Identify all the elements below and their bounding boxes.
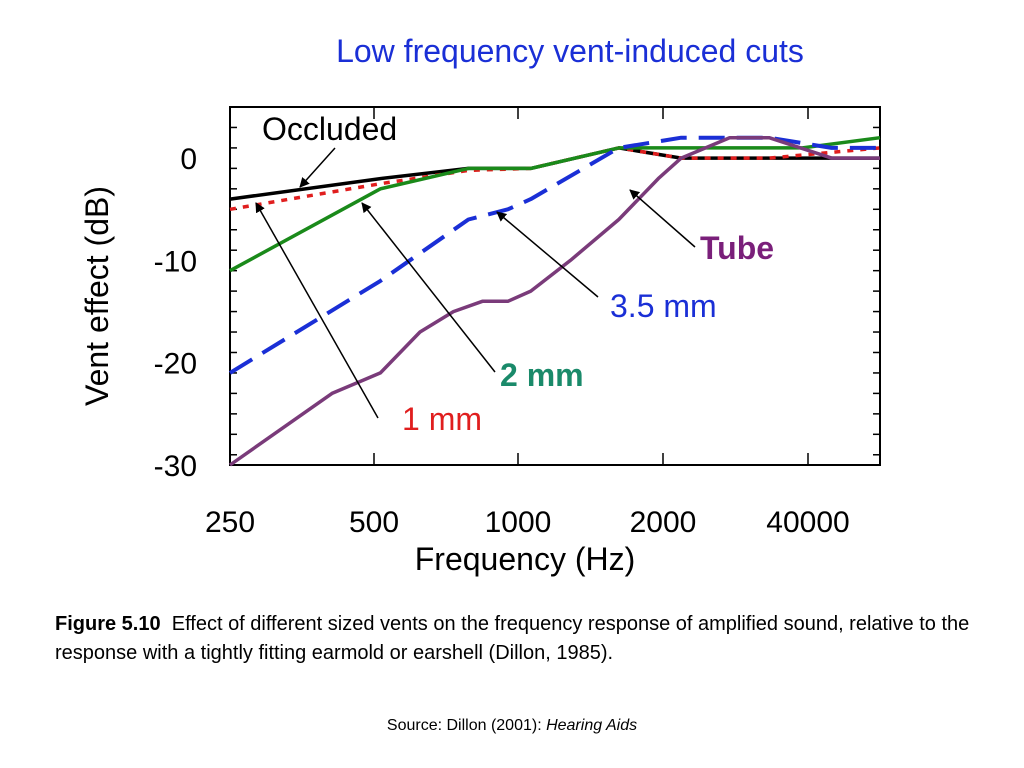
series-line-3-5-mm bbox=[228, 135, 880, 375]
source-title: Hearing Aids bbox=[546, 717, 638, 734]
annotation-1mm: 1 mm bbox=[402, 401, 482, 437]
x-tick-label: 1000 bbox=[485, 506, 552, 539]
source-prefix: Source: Dillon (2001): bbox=[386, 717, 547, 734]
annotation-arrows bbox=[255, 147, 696, 419]
x-tick-label: 2000 bbox=[630, 506, 697, 539]
arrow-3-5mm bbox=[496, 211, 599, 298]
source-line: Source: Dillon (2001): Hearing Aids bbox=[0, 717, 1024, 735]
x-axis-title: Frequency (Hz) bbox=[415, 541, 636, 577]
y-tick-label: -10 bbox=[154, 245, 197, 278]
series-line-2-mm bbox=[229, 135, 881, 273]
arrow-tube bbox=[629, 189, 696, 248]
series-line-tube bbox=[228, 135, 880, 467]
series-layer bbox=[228, 135, 881, 467]
figure-label: Figure 5.10 bbox=[55, 613, 161, 635]
plot-frame bbox=[229, 106, 881, 466]
figure-caption-text: Effect of different sized vents on the f… bbox=[55, 613, 970, 664]
x-tick-label: 500 bbox=[349, 506, 399, 539]
x-tick-label: 250 bbox=[205, 506, 255, 539]
y-axis-title: Vent effect (dB) bbox=[79, 186, 115, 406]
arrow-occluded bbox=[299, 147, 336, 188]
figure-caption: Figure 5.10 Effect of different sized ve… bbox=[55, 610, 975, 668]
chart-title: Low frequency vent-induced cuts bbox=[336, 33, 804, 69]
y-tick-label: 0 bbox=[180, 143, 197, 176]
x-axis: 250 500 1000 2000 40000 bbox=[205, 107, 850, 539]
arrow-1mm bbox=[255, 202, 379, 419]
annotation-tube: Tube bbox=[700, 230, 774, 266]
annotation-2mm: 2 mm bbox=[500, 357, 584, 393]
y-tick-label: -30 bbox=[154, 450, 197, 483]
chart: Low frequency vent-induced cuts 0 -10 -20 -… bbox=[79, 33, 881, 577]
annotation-occluded: Occluded bbox=[262, 111, 397, 147]
x-tick-label: 40000 bbox=[766, 506, 849, 539]
arrow-2mm bbox=[361, 202, 496, 373]
y-axis: 0 -10 -20 -30 bbox=[154, 106, 880, 483]
annotation-3-5mm: 3.5 mm bbox=[610, 288, 717, 324]
y-tick-label: -20 bbox=[154, 348, 197, 381]
